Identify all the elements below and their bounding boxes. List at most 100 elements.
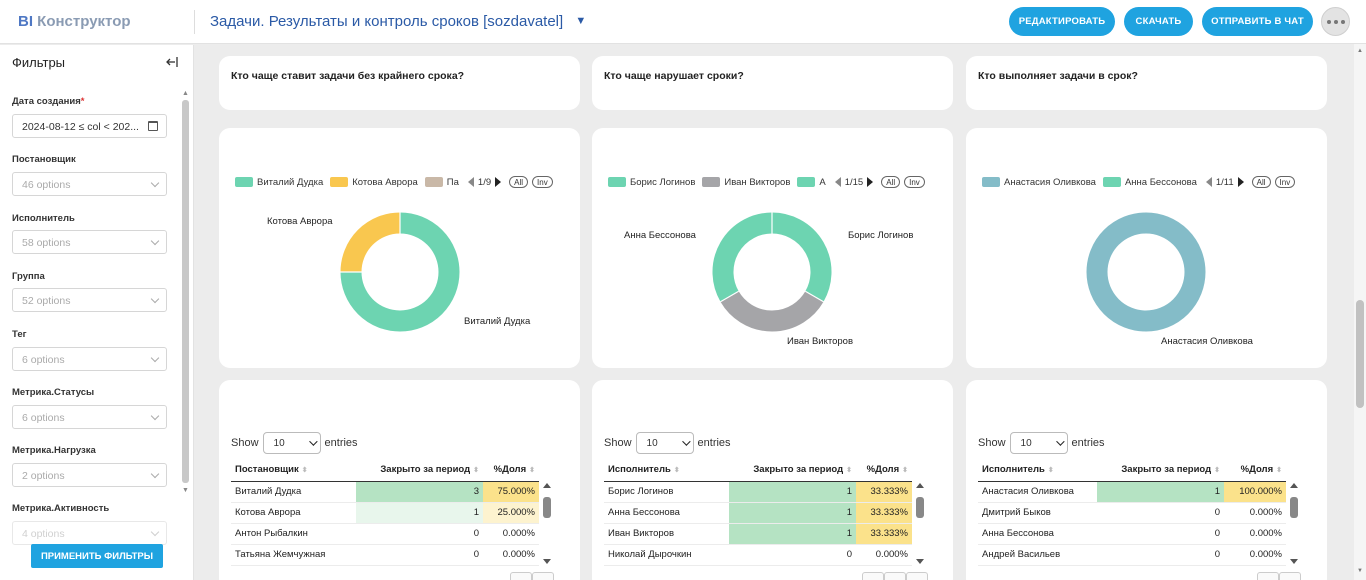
table-scroll-thumb (916, 497, 924, 518)
filter-label-created-date: Дата создания* (12, 96, 85, 107)
donut-slice[interactable] (340, 212, 460, 332)
sidebar-scroll-up-icon[interactable]: ▲ (182, 90, 189, 97)
column-header[interactable]: Исполнитель ⬍ (978, 459, 1097, 482)
table-scrollbar[interactable] (542, 483, 552, 567)
entries-label: entries (324, 437, 358, 449)
sort-icon[interactable]: ⬍ (473, 467, 479, 475)
legend-pager: 1/15 All Inv (834, 176, 929, 188)
column-header[interactable]: %Доля ⬍ (1224, 459, 1286, 482)
tag-select[interactable]: 6 options (12, 347, 167, 371)
pagination[interactable] (862, 572, 928, 580)
scroll-up-icon[interactable]: ▲ (1357, 48, 1363, 54)
slice-label: Котова Аврора (267, 216, 333, 227)
chevron-down-icon (681, 437, 691, 446)
legend-item[interactable]: А (797, 177, 826, 188)
legend-item[interactable]: Котова Аврора (330, 177, 418, 188)
dashboard-title[interactable]: Задачи. Результаты и контроль сроков [so… (210, 13, 586, 30)
sidebar-scrollbar[interactable] (182, 100, 189, 483)
legend-prev-icon[interactable] (467, 177, 474, 187)
legend-prev-icon[interactable] (1205, 177, 1212, 187)
legend-invert-button[interactable]: Inv (1274, 176, 1296, 188)
column-header[interactable]: Закрыто за период ⬍ (729, 459, 856, 482)
sort-icon[interactable]: ⬍ (846, 467, 852, 475)
table-row: Виталий Дудка 3 75.000% (231, 481, 539, 503)
legend-item[interactable]: Виталий Дудка (235, 177, 323, 188)
legend-all-button[interactable]: All (1251, 176, 1271, 188)
page-size-control: Show 10 entries (604, 432, 731, 454)
legend-all-button[interactable]: All (881, 176, 901, 188)
metric-statuses-select[interactable]: 6 options (12, 405, 167, 429)
legend-item[interactable]: Анна Бессонова (1102, 177, 1197, 188)
apply-filters-button[interactable]: Применить фильтры (31, 544, 163, 568)
column-header[interactable]: Постановщик ⬍ (231, 459, 356, 482)
legend-item[interactable]: Анастасия Оливкова (982, 177, 1096, 188)
sort-icon[interactable]: ⬍ (301, 467, 308, 475)
sidebar-scroll-down-icon[interactable]: ▼ (182, 487, 189, 494)
sort-icon[interactable]: ⬍ (673, 467, 680, 475)
sort-icon[interactable]: ⬍ (1047, 467, 1054, 475)
legend-next-icon[interactable] (1237, 177, 1244, 187)
created-date-range-input[interactable]: 2024-08-12 ≤ col < 202... (12, 114, 167, 138)
filter-label-metric-activity: Метрика.Активность (12, 503, 110, 514)
column-header[interactable]: %Доля ⬍ (856, 459, 912, 482)
legend-item[interactable]: Борис Логинов (608, 177, 695, 188)
table-scrollbar[interactable] (1289, 483, 1299, 567)
creator-select[interactable]: 46 options (12, 172, 167, 196)
donut-slice[interactable] (720, 290, 824, 332)
page-size-control: Show 10 entries (978, 432, 1105, 454)
calendar-icon[interactable] (148, 121, 158, 131)
legend-invert-button[interactable]: Inv (532, 176, 553, 188)
pagination[interactable] (1257, 572, 1301, 580)
table-scrollbar[interactable] (915, 483, 925, 567)
slice-label: Анастасия Оливкова (1161, 336, 1253, 347)
main-scrollbar[interactable]: ▲ ▼ (1354, 44, 1366, 580)
column-header[interactable]: %Доля ⬍ (483, 459, 539, 482)
legend-pager: 1/11 All Inv (1205, 176, 1299, 188)
sort-icon[interactable]: ⬍ (1276, 467, 1282, 475)
page-size-select[interactable]: 10 (635, 432, 694, 454)
chart-legend: Анастасия Оливкова Анна Бессонова 1/11 A… (982, 176, 1299, 188)
legend-prev-icon[interactable] (834, 177, 841, 187)
data-table: Постановщик ⬍ Закрыто за период ⬍ %Доля ⬍ В… (231, 459, 539, 566)
column-header[interactable]: Закрыто за период ⬍ (356, 459, 483, 482)
show-label: Show (978, 437, 1006, 449)
legend-invert-button[interactable]: Inv (904, 176, 925, 188)
sort-icon[interactable]: ⬍ (1214, 467, 1220, 475)
chevron-down-icon (150, 236, 160, 246)
metric-activity-select[interactable]: 4 options (12, 521, 167, 545)
panel-header-card: Кто чаще нарушает сроки? (592, 56, 953, 110)
collapse-sidebar-icon[interactable] (165, 55, 179, 69)
main-scroll-thumb[interactable] (1356, 300, 1364, 408)
donut-slice[interactable] (712, 212, 773, 302)
chevron-down-icon[interactable]: ▼ (575, 15, 587, 27)
more-options-icon[interactable] (1321, 7, 1350, 36)
pagination[interactable] (510, 572, 554, 580)
entries-label: entries (1071, 437, 1105, 449)
donut-slice[interactable] (1086, 212, 1206, 332)
page-size-select[interactable]: 10 (262, 432, 321, 454)
legend-all-button[interactable]: All (509, 176, 529, 188)
send-to-chat-button[interactable]: Отправить в чат (1202, 7, 1313, 36)
legend-item[interactable]: Иван Викторов (702, 177, 790, 188)
metric-load-select[interactable]: 2 options (12, 463, 167, 487)
assignee-select[interactable]: 58 options (12, 230, 167, 254)
donut-slice[interactable] (340, 212, 401, 273)
sort-icon[interactable]: ⬍ (529, 467, 535, 475)
edit-button[interactable]: Редактировать (1009, 7, 1115, 36)
legend-next-icon[interactable] (867, 177, 874, 187)
legend-item[interactable]: Па (424, 177, 459, 188)
column-header[interactable]: Исполнитель ⬍ (604, 459, 729, 482)
sort-icon[interactable]: ⬍ (902, 467, 908, 475)
app-logo[interactable]: BI Конструктор (18, 13, 131, 30)
page-size-select[interactable]: 10 (1009, 432, 1068, 454)
column-header[interactable]: Закрыто за период ⬍ (1097, 459, 1224, 482)
download-button[interactable]: Скачать (1124, 7, 1193, 36)
donut-chart-card: Борис Логинов Иван Викторов А 1/15 All I… (592, 128, 953, 368)
donut-slice[interactable] (771, 212, 832, 302)
slice-label: Анна Бессонова (624, 230, 696, 241)
scroll-down-icon[interactable]: ▼ (1357, 568, 1363, 574)
group-select[interactable]: 52 options (12, 288, 167, 312)
legend-page: 1/9 (477, 176, 492, 188)
legend-next-icon[interactable] (495, 177, 502, 187)
sidebar-scroll-thumb[interactable] (182, 100, 189, 483)
